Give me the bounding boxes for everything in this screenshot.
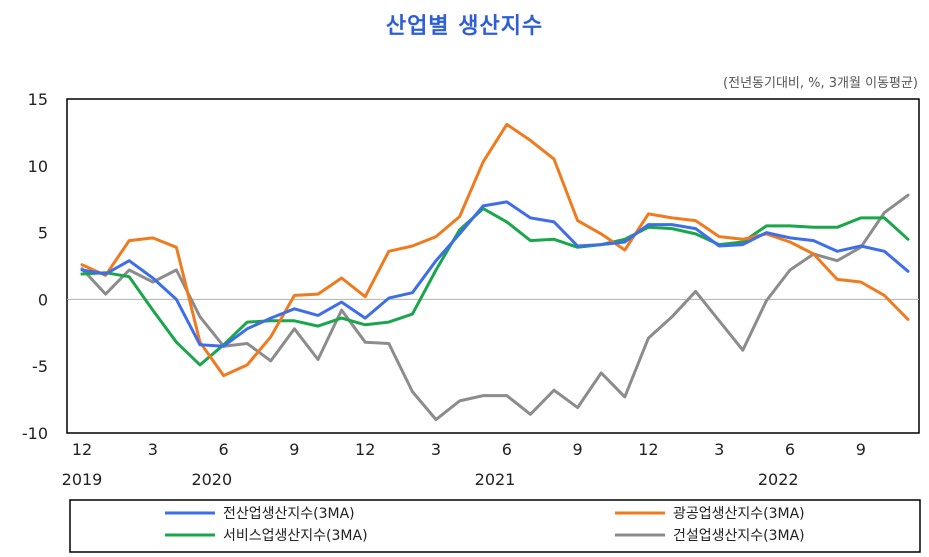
- x-tick-label: 3: [431, 440, 441, 459]
- series-line: [80, 193, 910, 422]
- legend-label: 전산업생산지수(3MA): [223, 506, 355, 522]
- x-tick-label: 9: [289, 440, 299, 459]
- y-tick-label: -10: [22, 424, 48, 443]
- legend-item: 광공업생산지수(3MA): [615, 506, 805, 522]
- x-tick-label: 12: [72, 440, 92, 459]
- series-line: [80, 200, 910, 348]
- chart-title: 산업별 생산지수: [385, 14, 544, 39]
- legend-item: 서비스업생산지수(3MA): [165, 528, 368, 544]
- x-tick-label: 12: [355, 440, 375, 459]
- series-line: [80, 122, 910, 378]
- legend-item: 건설업생산지수(3MA): [615, 528, 805, 544]
- legend-label: 건설업생산지수(3MA): [673, 528, 805, 544]
- x-tick-label: 6: [785, 440, 795, 459]
- x-tick-label: 3: [148, 440, 158, 459]
- x-year-label: 2022: [758, 470, 799, 489]
- x-tick-label: 12: [638, 440, 658, 459]
- legend-box: [69, 499, 921, 553]
- x-tick-label: 6: [502, 440, 512, 459]
- plot-area-frame: [66, 98, 920, 434]
- y-tick-label: 15: [28, 90, 48, 109]
- unit-note: (전년동기대비, %, 3개월 이동평균): [723, 76, 918, 91]
- x-year-label: 2021: [475, 470, 516, 489]
- y-tick-label: 0: [38, 290, 48, 309]
- legend-label: 서비스업생산지수(3MA): [223, 528, 368, 544]
- x-tick-label: 6: [219, 440, 229, 459]
- x-tick-label: 9: [573, 440, 583, 459]
- y-tick-label: 10: [28, 157, 48, 176]
- x-year-label: 2020: [191, 470, 232, 489]
- legend-item: 전산업생산지수(3MA): [165, 506, 355, 522]
- x-tick-label: 3: [714, 440, 724, 459]
- x-tick-label: 9: [856, 440, 866, 459]
- y-tick-label: -5: [32, 357, 48, 376]
- series-line: [80, 207, 910, 367]
- legend-label: 광공업생산지수(3MA): [673, 506, 805, 522]
- y-tick-label: 5: [38, 224, 48, 243]
- x-year-label: 2019: [62, 470, 103, 489]
